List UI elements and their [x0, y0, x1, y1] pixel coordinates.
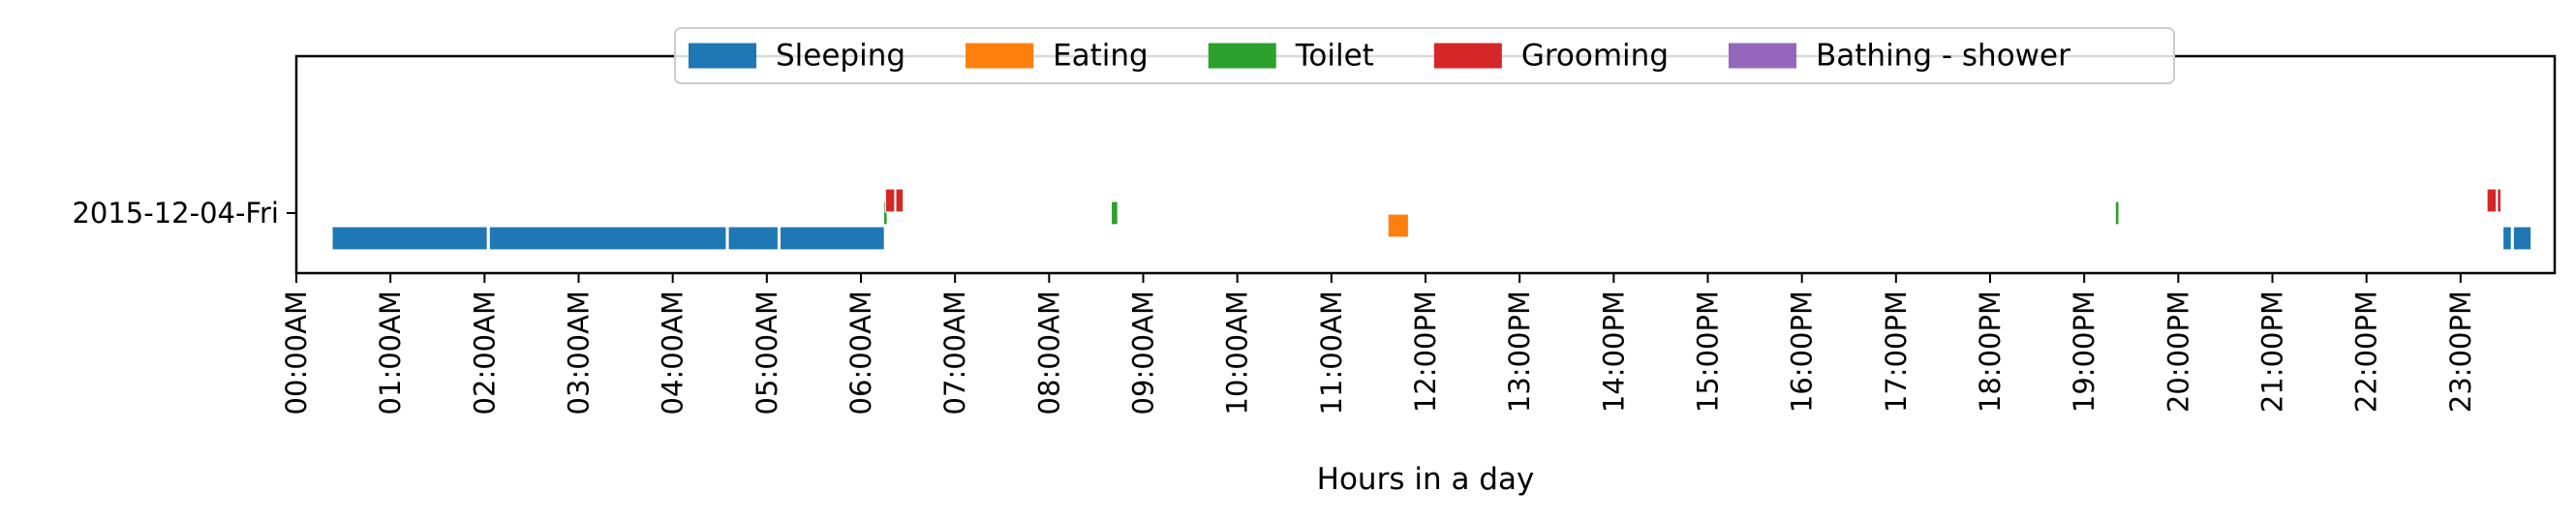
x-tick-label: 18:00PM [1974, 291, 2007, 413]
x-tick-label: 16:00PM [1786, 291, 1819, 413]
x-tick-label: 06:00AM [844, 291, 877, 415]
x-tick-label: 09:00AM [1127, 291, 1160, 415]
x-tick-label: 21:00PM [2256, 291, 2289, 413]
event-bar-toilet [1110, 200, 1119, 226]
event-bar-sleeping [331, 226, 488, 251]
x-tick-label: 12:00PM [1409, 291, 1442, 413]
x-tick-label: 17:00PM [1880, 291, 1913, 413]
x-tick-label: 01:00AM [374, 291, 407, 415]
event-bar-sleeping [727, 226, 780, 251]
legend-label: Sleeping [776, 39, 905, 74]
legend-swatch [966, 43, 1034, 69]
y-axis: 2015-12-04-Fri [72, 197, 296, 230]
x-tick-label: 02:00AM [468, 291, 501, 415]
event-bar-grooming [884, 188, 896, 213]
x-tick-label: 14:00PM [1597, 291, 1630, 413]
x-axis: 00:00AM 01:00AM 02:00AM 03:00AM 04:00AM 05:00… [280, 273, 2477, 415]
x-tick-label: 03:00AM [563, 291, 596, 415]
x-tick-label: 08:00AM [1032, 291, 1065, 415]
x-tick-label: 11:00AM [1315, 291, 1348, 415]
legend-label: Toilet [1295, 39, 1374, 74]
legend: Sleeping Eating Toilet Grooming Bathing - sh… [674, 27, 2175, 84]
x-tick-label: 05:00AM [751, 291, 783, 415]
x-axis-title: Hours in a day [1317, 462, 1535, 497]
x-tick-label: 22:00PM [2350, 291, 2383, 413]
x-tick-label: 15:00PM [1692, 291, 1725, 413]
x-tick-label: 23:00PM [2444, 291, 2477, 413]
event-bar-eating [1387, 213, 1410, 238]
x-tick-label: 13:00PM [1503, 291, 1536, 413]
legend-box [674, 27, 2175, 84]
x-tick-label: 07:00AM [938, 291, 971, 415]
legend-label: Bathing - shower [1816, 39, 2070, 74]
legend-swatch [1208, 43, 1276, 69]
event-bar-grooming [2486, 188, 2498, 213]
event-bar-grooming [2497, 188, 2502, 213]
x-tick-label: 04:00AM [657, 291, 690, 415]
legend-swatch [1729, 43, 1796, 69]
x-tick-label: 20:00PM [2162, 291, 2194, 413]
legend-swatch [1433, 43, 1502, 69]
event-bars [331, 188, 2532, 251]
y-tick-label: 2015-12-04-Fri [72, 197, 279, 230]
event-bar-sleeping [779, 226, 885, 251]
event-bar-sleeping [2501, 226, 2512, 251]
event-bar-sleeping [488, 226, 727, 251]
x-tick-label: 10:00AM [1221, 291, 1254, 415]
event-bar-grooming [895, 188, 905, 213]
x-tick-label: 00:00AM [280, 291, 313, 415]
legend-label: Eating [1053, 39, 1149, 74]
x-tick-label: 19:00PM [2068, 291, 2101, 413]
event-bar-sleeping [2512, 226, 2532, 251]
event-bar-toilet [2114, 200, 2120, 226]
legend-swatch [689, 43, 756, 69]
legend-label: Grooming [1521, 39, 1669, 74]
